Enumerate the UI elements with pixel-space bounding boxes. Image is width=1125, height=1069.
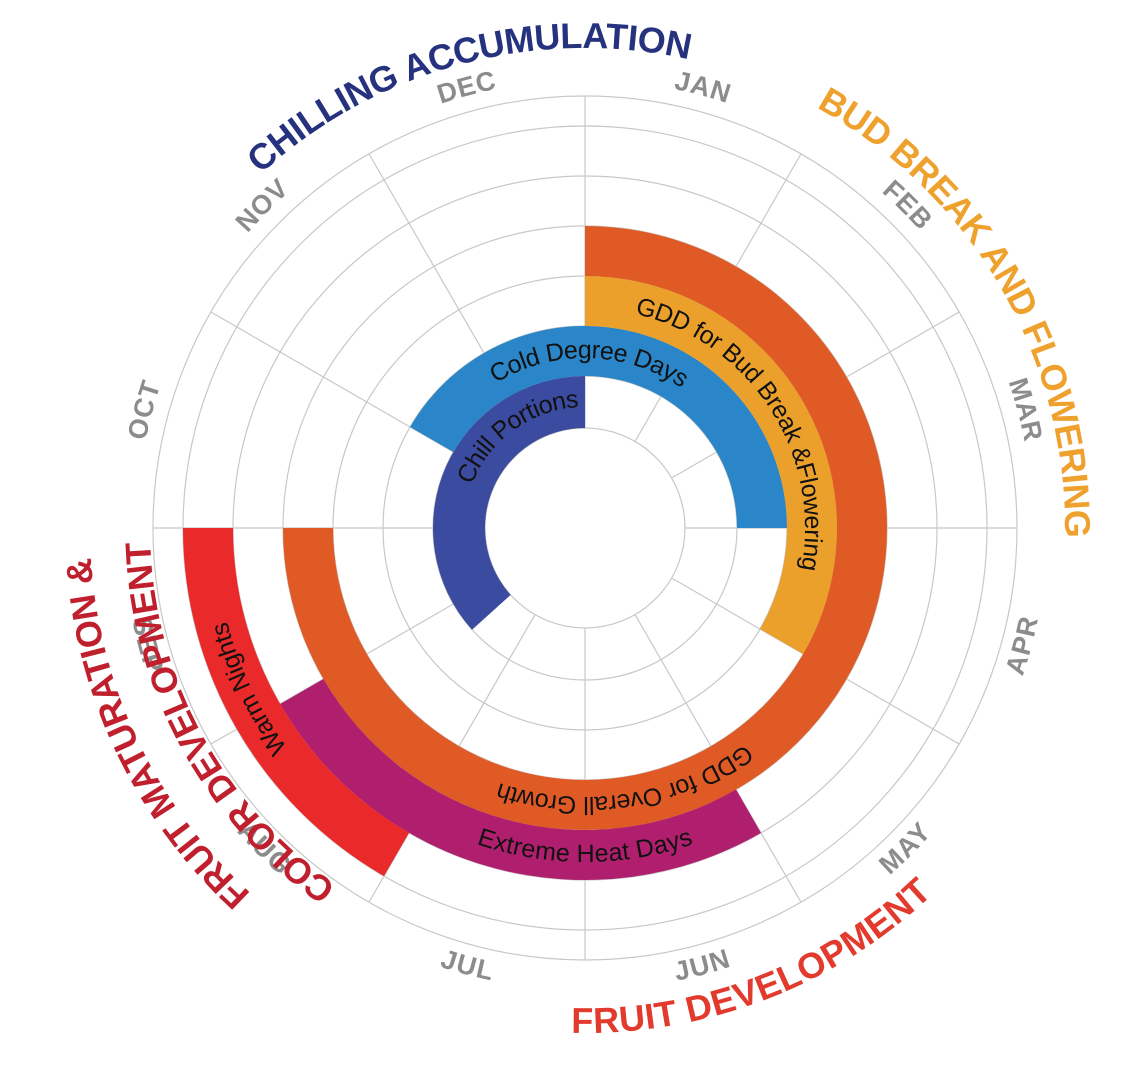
grid-circle	[484, 427, 686, 629]
month-label-jan: JAN	[672, 65, 735, 109]
band-warm-nights	[183, 528, 409, 877]
grid-spoke	[210, 311, 499, 479]
band-cold-degree-days	[410, 325, 787, 528]
month-label-oct: OCT	[122, 376, 167, 442]
phase-label-fruit-development: FRUIT DEVELOPMENT	[571, 869, 938, 1040]
ring-bands	[183, 226, 887, 881]
band-gdd-bud-break	[585, 276, 838, 654]
month-label-jul: JUL	[437, 944, 497, 987]
month-label-may: MAY	[873, 816, 937, 880]
month-label-nov: NOV	[230, 173, 295, 238]
band-extreme-heat-days	[280, 679, 761, 881]
band-chill-portions	[433, 376, 585, 630]
